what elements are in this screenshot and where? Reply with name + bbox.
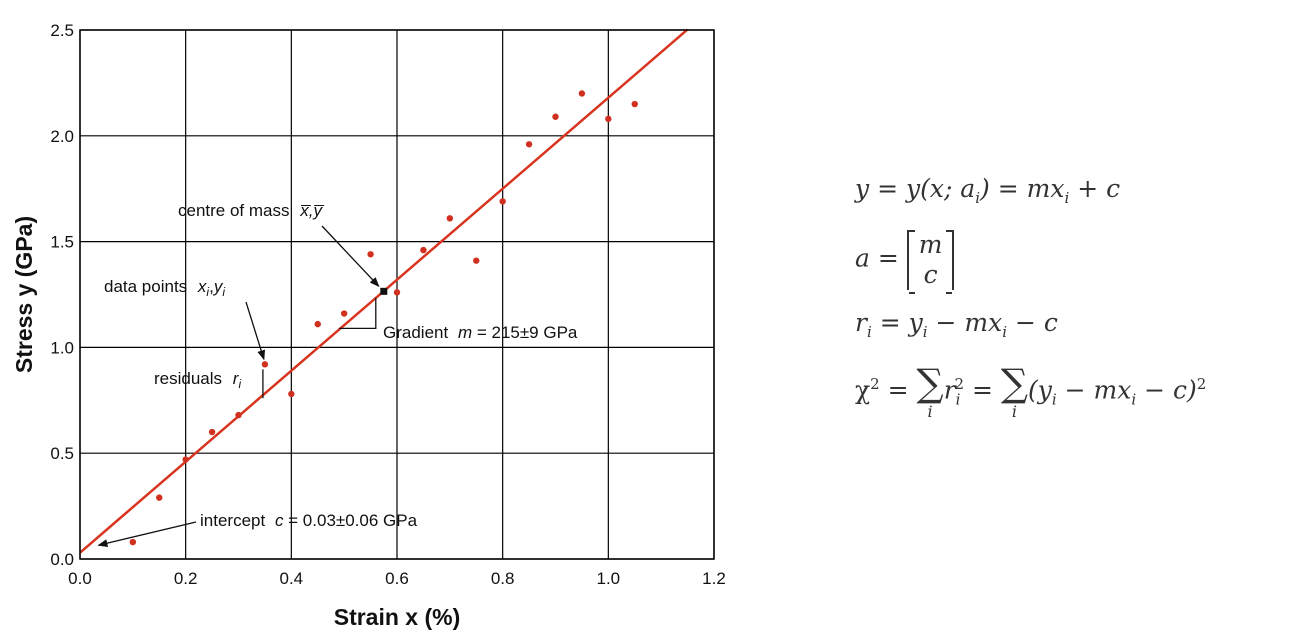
- intercept-arrow: [97, 521, 197, 548]
- x-tick-label: 1.2: [702, 569, 726, 588]
- y-tick-label: 1.5: [50, 233, 74, 252]
- data-point: [446, 215, 454, 222]
- data-point: [288, 390, 295, 398]
- y-tick-label: 1.0: [50, 338, 74, 357]
- data-point: [367, 251, 374, 258]
- model-equation: y = y(x; ai) = mxi + c: [855, 174, 1121, 207]
- data-point: [156, 494, 163, 501]
- tick-labels: 0.0 0.2 0.4 0.6 0.8 1.0 1.2 0.0 0.5 1.0 1.5 2.0 2.5: [50, 21, 725, 588]
- annotations: centre of mass x̅,y̅ data points xi,yi r…: [97, 201, 578, 548]
- data-point: [420, 246, 427, 254]
- x-tick-label: 0.2: [174, 569, 198, 588]
- residuals-label: residuals ri: [154, 369, 241, 391]
- data-point: [525, 141, 533, 148]
- x-tick-label: 0.4: [280, 569, 304, 588]
- gradient-label: Gradient m = 215±9 GPa: [383, 323, 578, 342]
- x-axis-title: Strain x (%): [334, 604, 461, 630]
- data-points-arrow: [245, 301, 266, 361]
- x-tick-label: 0.6: [385, 569, 409, 588]
- gradient-triangle: [338, 297, 377, 330]
- data-points: [129, 90, 638, 546]
- plot-frame: [79, 29, 715, 560]
- data-point: [631, 100, 638, 108]
- x-tick-label: 0.8: [491, 569, 515, 588]
- residual-equation: ri = yi − mxi − c: [855, 308, 1058, 341]
- x-tick-label: 1.0: [597, 569, 621, 588]
- stress-strain-chart: 0.0 0.2 0.4 0.6 0.8 1.0 1.20.00.51.01.52.02.5 …: [11, 21, 726, 630]
- centre-of-mass-arrow: [321, 225, 380, 288]
- sum-symbol-2: ∑ i: [1000, 361, 1028, 421]
- y-axis-title: Stress y (GPa): [11, 216, 37, 373]
- centre-of-mass-marker: [380, 287, 388, 295]
- centre-of-mass-label: centre of mass x̅,y̅: [178, 201, 325, 220]
- data-point: [340, 310, 348, 317]
- data-point: [578, 90, 586, 97]
- data-point: [261, 361, 269, 368]
- data-point: [314, 320, 321, 328]
- data-point: [182, 456, 189, 463]
- data-point: [129, 538, 137, 546]
- y-tick-label: 0.5: [50, 444, 74, 463]
- data-point: [393, 289, 401, 296]
- data-point: [552, 113, 559, 120]
- y-tick-label: 2.0: [50, 127, 74, 146]
- y-tick-label: 2.5: [50, 21, 74, 40]
- data-point: [235, 411, 242, 419]
- data-point: [208, 428, 216, 436]
- sum-symbol: ∑ i: [916, 361, 944, 421]
- x-tick-label: 0.0: [68, 569, 92, 588]
- data-point: [473, 257, 480, 264]
- y-tick-label: 0.0: [50, 550, 74, 569]
- chi-squared-equation: χ2 = ∑ i ri2 = ∑ i (yi − mxi − c)2: [855, 361, 1207, 421]
- data-point: [499, 198, 506, 205]
- data-points-label: data points xi,yi: [104, 277, 225, 299]
- data-point: [605, 115, 612, 123]
- intercept-label: intercept c = 0.03±0.06 GPa: [200, 511, 418, 530]
